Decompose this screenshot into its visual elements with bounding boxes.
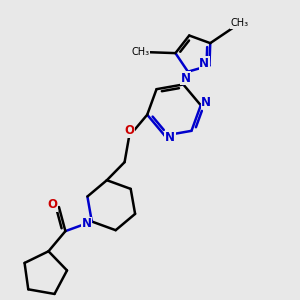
Text: O: O — [48, 198, 58, 212]
Text: N: N — [199, 57, 209, 70]
Text: N: N — [181, 72, 191, 85]
Text: O: O — [124, 124, 134, 137]
Text: N: N — [165, 131, 175, 144]
Text: N: N — [82, 217, 92, 230]
Text: CH₃: CH₃ — [131, 47, 149, 57]
Text: N: N — [201, 96, 211, 109]
Text: CH₃: CH₃ — [230, 19, 248, 28]
